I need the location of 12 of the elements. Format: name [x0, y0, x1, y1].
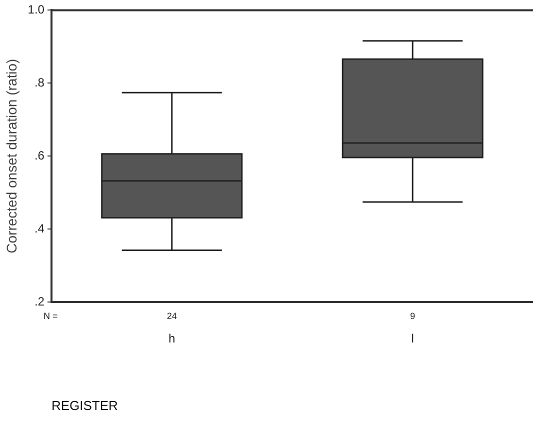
text: 9: [410, 310, 416, 321]
y-tick-label: .2: [34, 294, 45, 308]
y-tick-label: 1.0: [28, 2, 45, 17]
y-tick-label: .4: [34, 221, 45, 236]
y-tick-label: .8: [34, 75, 45, 90]
x-axis-title: REGISTER: [51, 398, 118, 413]
text: 24: [166, 310, 177, 321]
x-tick-label: h: [168, 332, 176, 346]
y-tick-label: .6: [34, 148, 45, 162]
x-tick-label: l: [411, 332, 414, 346]
y-axis-title: Corrected onset duration (ratio): [3, 58, 20, 254]
text: N =: [43, 310, 58, 321]
